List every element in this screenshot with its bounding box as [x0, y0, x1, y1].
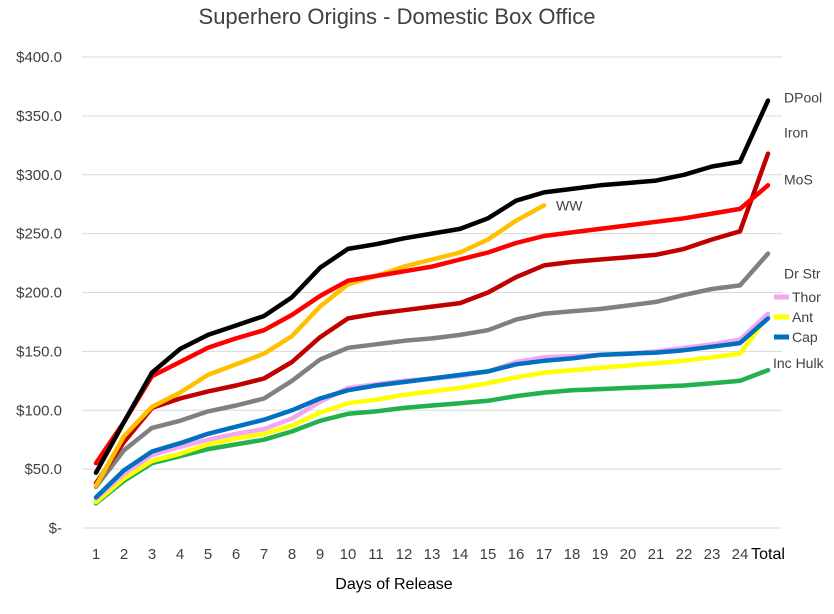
y-tick-label: $200.0	[16, 285, 62, 302]
gridlines	[82, 56, 782, 529]
x-tick-label: 9	[316, 546, 324, 563]
x-tick-label: 18	[564, 546, 581, 563]
y-tick-label: $100.0	[16, 402, 62, 419]
x-tick-label: 13	[424, 546, 441, 563]
x-tick-label: 2	[120, 546, 128, 563]
x-tick-label: 16	[508, 546, 525, 563]
x-tick-label: 23	[704, 546, 721, 563]
series-line-ant	[93, 313, 771, 505]
series-label-ww: WW	[556, 197, 583, 213]
series-line-mos	[93, 183, 771, 466]
x-tick-label: 10	[340, 546, 357, 563]
x-axis-label: Days of Release	[335, 576, 452, 593]
y-tick-label: $350.0	[16, 108, 62, 125]
x-tick-label: 15	[480, 546, 497, 563]
x-tick-label: 11	[368, 546, 384, 563]
y-axis-tick-labels: $- $50.0 $100.0 $150.0 $200.0 $250.0 $300.0 $35…	[16, 49, 62, 537]
x-tick-label: 5	[204, 546, 212, 563]
x-tick-label: 19	[592, 546, 609, 563]
series-label-iron: Iron	[784, 125, 808, 141]
series-line-dpool	[93, 98, 771, 475]
chart-title: Superhero Origins - Domestic Box Office	[199, 4, 596, 29]
series-labels: Inc Hulk Ant Thor Cap Dr Str Iron WW MoS DPool	[556, 90, 825, 371]
series-line-iron	[93, 151, 771, 486]
y-tick-label: $300.0	[16, 167, 62, 184]
x-tick-label: 17	[536, 546, 553, 563]
x-tick-label: 14	[452, 546, 469, 563]
x-tick-label: 4	[176, 546, 184, 563]
y-tick-label: $400.0	[16, 49, 62, 66]
series-label-dpool: DPool	[784, 90, 822, 106]
x-axis-tick-labels: 1 2 3 4 5 6 7 8 9 10 11 12 13 14 15 16 17 18 19 20 21 22 23 24 T…	[92, 546, 785, 563]
series-line-cap	[93, 316, 771, 500]
series-line-ww	[93, 203, 547, 488]
x-tick-label: 24	[732, 546, 749, 563]
y-tick-label: $50.0	[24, 461, 62, 478]
series-label-dr-str: Dr Str	[784, 266, 821, 282]
series-lines	[93, 98, 771, 506]
series-label-cap: Cap	[792, 329, 818, 345]
series-label-ant: Ant	[792, 309, 813, 325]
x-tick-label: 7	[260, 546, 268, 563]
x-tick-label: Total	[751, 546, 785, 563]
x-tick-label: 8	[288, 546, 296, 563]
x-tick-label: 6	[232, 546, 240, 563]
series-line-inc-hulk	[93, 367, 771, 506]
series-label-thor: Thor	[792, 289, 821, 305]
y-tick-label: $-	[49, 520, 62, 537]
series-label-inc-hulk: Inc Hulk	[773, 355, 825, 371]
series-line-dr-str	[93, 251, 771, 490]
x-tick-label: 12	[396, 546, 413, 563]
y-tick-label: $250.0	[16, 226, 62, 243]
x-tick-label: 22	[676, 546, 693, 563]
x-tick-label: 20	[620, 546, 637, 563]
x-tick-label: 3	[148, 546, 156, 563]
x-tick-label: 1	[92, 546, 100, 563]
x-tick-label: 21	[648, 546, 665, 563]
series-label-mos: MoS	[784, 171, 813, 187]
y-tick-label: $150.0	[16, 343, 62, 360]
